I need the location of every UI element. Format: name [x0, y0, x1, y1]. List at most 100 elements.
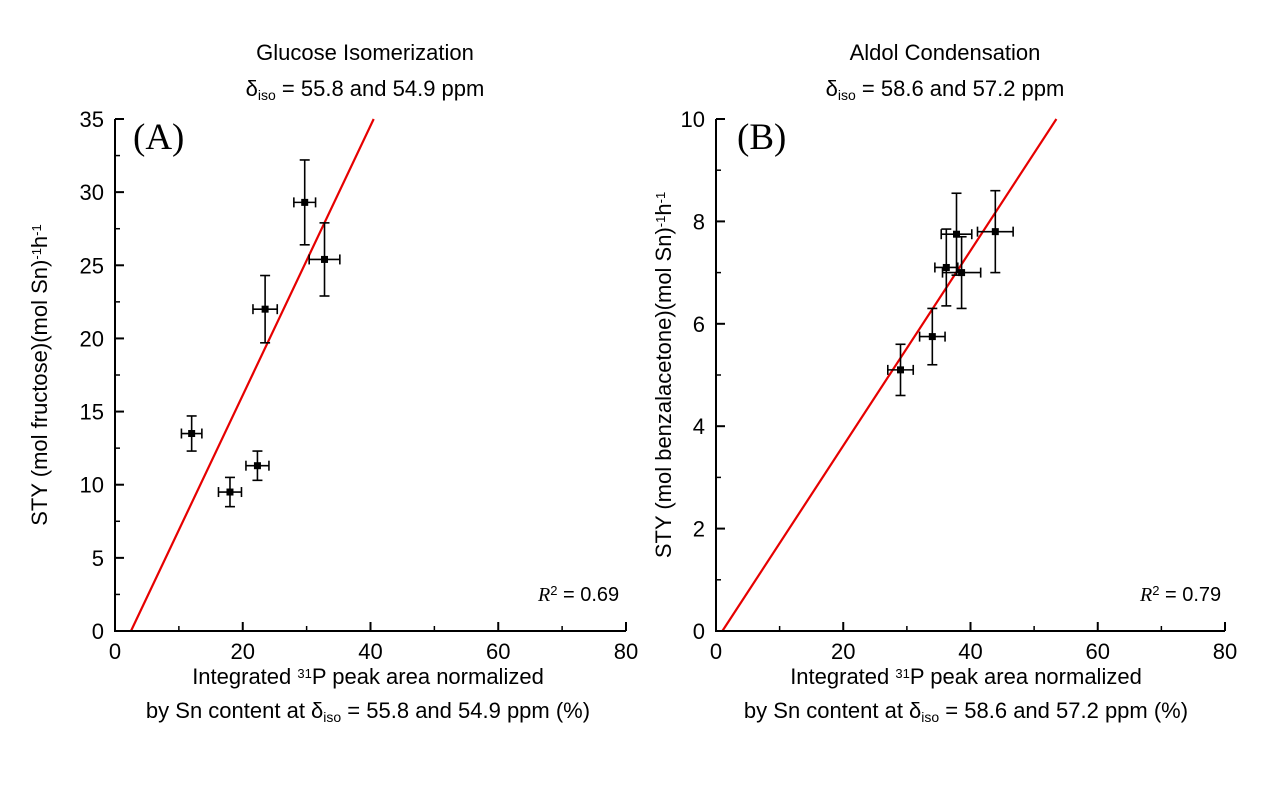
delta-subscript: iso — [323, 709, 342, 725]
delta-symbol: δ — [245, 76, 258, 101]
delta-subscript: iso — [837, 87, 856, 103]
panel-a-r-squared: R2 = 0.69 — [538, 583, 619, 607]
xlabel-text: by Sn content at — [743, 698, 910, 723]
data-point — [941, 235, 982, 310]
y-tick-label: 0 — [92, 619, 104, 644]
x-tick-label: 0 — [710, 639, 722, 664]
r-squared-exponent: 2 — [550, 583, 558, 598]
r-symbol: R — [1140, 584, 1153, 606]
xlabel-text: = 58.6 and 57.2 ppm (%) — [939, 698, 1189, 723]
delta-symbol: δ — [909, 698, 922, 723]
xlabel-superscript: 31 — [895, 666, 910, 681]
marker-square — [301, 198, 309, 206]
x-tick-label: 0 — [109, 639, 121, 664]
ylabel-superscript: -1 — [29, 224, 44, 236]
x-tick-label: 20 — [231, 639, 255, 664]
panel-a-x-axis-label-line1: Integrated 31P peak area normalized — [192, 664, 544, 690]
panel-b-title: Aldol Condensation — [849, 40, 1041, 65]
xlabel-text: = 55.8 and 54.9 ppm (%) — [341, 698, 591, 723]
subtitle-text: = 55.8 and 54.9 ppm — [275, 76, 485, 101]
r-symbol: R — [538, 584, 551, 606]
panel-a-x-axis-label-line2: by Sn content at δiso = 55.8 and 54.9 pp… — [146, 698, 590, 725]
chart-panel-b: 0 20 40 60 80 0 2 4 6 8 10 — [681, 107, 1238, 664]
y-tick-label: 30 — [80, 180, 104, 205]
panel-a-y-axis-label: STY (mol fructose)(mol Sn)-1h-1 — [27, 224, 53, 525]
data-point — [180, 415, 203, 452]
y-tick-label: 8 — [693, 209, 705, 234]
y-tick-label: 4 — [693, 414, 705, 439]
x-tick-label: 60 — [1086, 639, 1110, 664]
xlabel-text: Integrated — [192, 664, 298, 689]
y-tick-label: 10 — [80, 473, 104, 498]
y-tick-label: 0 — [693, 619, 705, 644]
marker-square — [253, 462, 261, 470]
marker-square — [942, 263, 950, 271]
ylabel-text: STY (mol benzalacetone)(mol Sn) — [651, 227, 676, 559]
fit-line — [129, 118, 375, 632]
x-tick-label: 60 — [486, 639, 510, 664]
y-tick-label: 20 — [80, 326, 104, 351]
x-tick-label: 40 — [958, 639, 982, 664]
marker-square — [958, 269, 966, 277]
delta-subscript: iso — [257, 87, 276, 103]
ylabel-superscript: -1 — [653, 191, 668, 204]
panel-a-title: Glucose Isomerization — [256, 40, 474, 65]
data-point — [252, 274, 279, 344]
marker-square — [226, 488, 234, 496]
panel-b-letter: (B) — [737, 117, 787, 158]
ylabel-text: h — [27, 235, 52, 249]
x-tick-label: 80 — [614, 639, 638, 664]
data-point — [918, 307, 946, 366]
data-point — [886, 343, 915, 397]
marker-square — [991, 228, 999, 236]
r-squared-value: = 0.69 — [557, 584, 620, 606]
axes — [114, 119, 626, 632]
panel-b-r-squared: R2 = 0.79 — [1140, 583, 1221, 607]
ylabel-text: STY (mol fructose)(mol Sn) — [27, 259, 52, 526]
ylabel-superscript: -1 — [653, 215, 668, 228]
delta-symbol: δ — [311, 698, 324, 723]
r-squared-exponent: 2 — [1152, 583, 1160, 598]
r-squared-value: = 0.79 — [1159, 584, 1222, 606]
xlabel-text: by Sn content at — [145, 698, 312, 723]
ylabel-superscript: -1 — [29, 248, 44, 260]
x-tick-label: 40 — [358, 639, 382, 664]
marker-square — [321, 255, 329, 263]
data-point — [217, 476, 243, 508]
xlabel-text: P peak area normalized — [311, 664, 544, 689]
xlabel-superscript: 31 — [297, 666, 312, 681]
marker-square — [188, 430, 196, 438]
xlabel-text: Integrated — [790, 664, 896, 689]
delta-subscript: iso — [921, 709, 940, 725]
ylabel-text: h — [651, 203, 676, 216]
marker-square — [928, 333, 936, 341]
subtitle-text: = 58.6 and 57.2 ppm — [855, 76, 1065, 101]
xlabel-text: P peak area normalized — [909, 664, 1142, 689]
marker-square — [897, 366, 905, 374]
fit-line — [721, 118, 1058, 632]
y-tick-label: 35 — [80, 107, 104, 132]
y-tick-label: 6 — [693, 312, 705, 337]
data-point — [308, 222, 341, 297]
x-tick-label: 20 — [831, 639, 855, 664]
y-tick-label: 25 — [80, 253, 104, 278]
panel-a-subtitle: δiso = 55.8 and 54.9 ppm — [246, 76, 485, 103]
x-tick-label: 80 — [1213, 639, 1237, 664]
data-point — [976, 189, 1014, 274]
marker-square — [953, 230, 961, 238]
panel-b-subtitle: δiso = 58.6 and 57.2 ppm — [826, 76, 1065, 103]
panel-b-x-axis-label-line2: by Sn content at δiso = 58.6 and 57.2 pp… — [744, 698, 1188, 725]
panel-b-y-axis-label: STY (mol benzalacetone)(mol Sn)-1h-1 — [651, 192, 677, 558]
chart-panel-a: 0 20 40 60 80 0 5 10 15 20 25 30 35 — [80, 107, 639, 664]
y-tick-label: 2 — [693, 517, 705, 542]
data-point — [293, 159, 317, 246]
y-tick-label: 5 — [92, 546, 104, 571]
axes — [715, 119, 1225, 632]
delta-symbol: δ — [825, 76, 838, 101]
data-point — [245, 450, 270, 482]
y-tick-label: 15 — [80, 400, 104, 425]
panel-b-x-axis-label-line1: Integrated 31P peak area normalized — [790, 664, 1142, 690]
y-tick-label: 10 — [681, 107, 705, 132]
